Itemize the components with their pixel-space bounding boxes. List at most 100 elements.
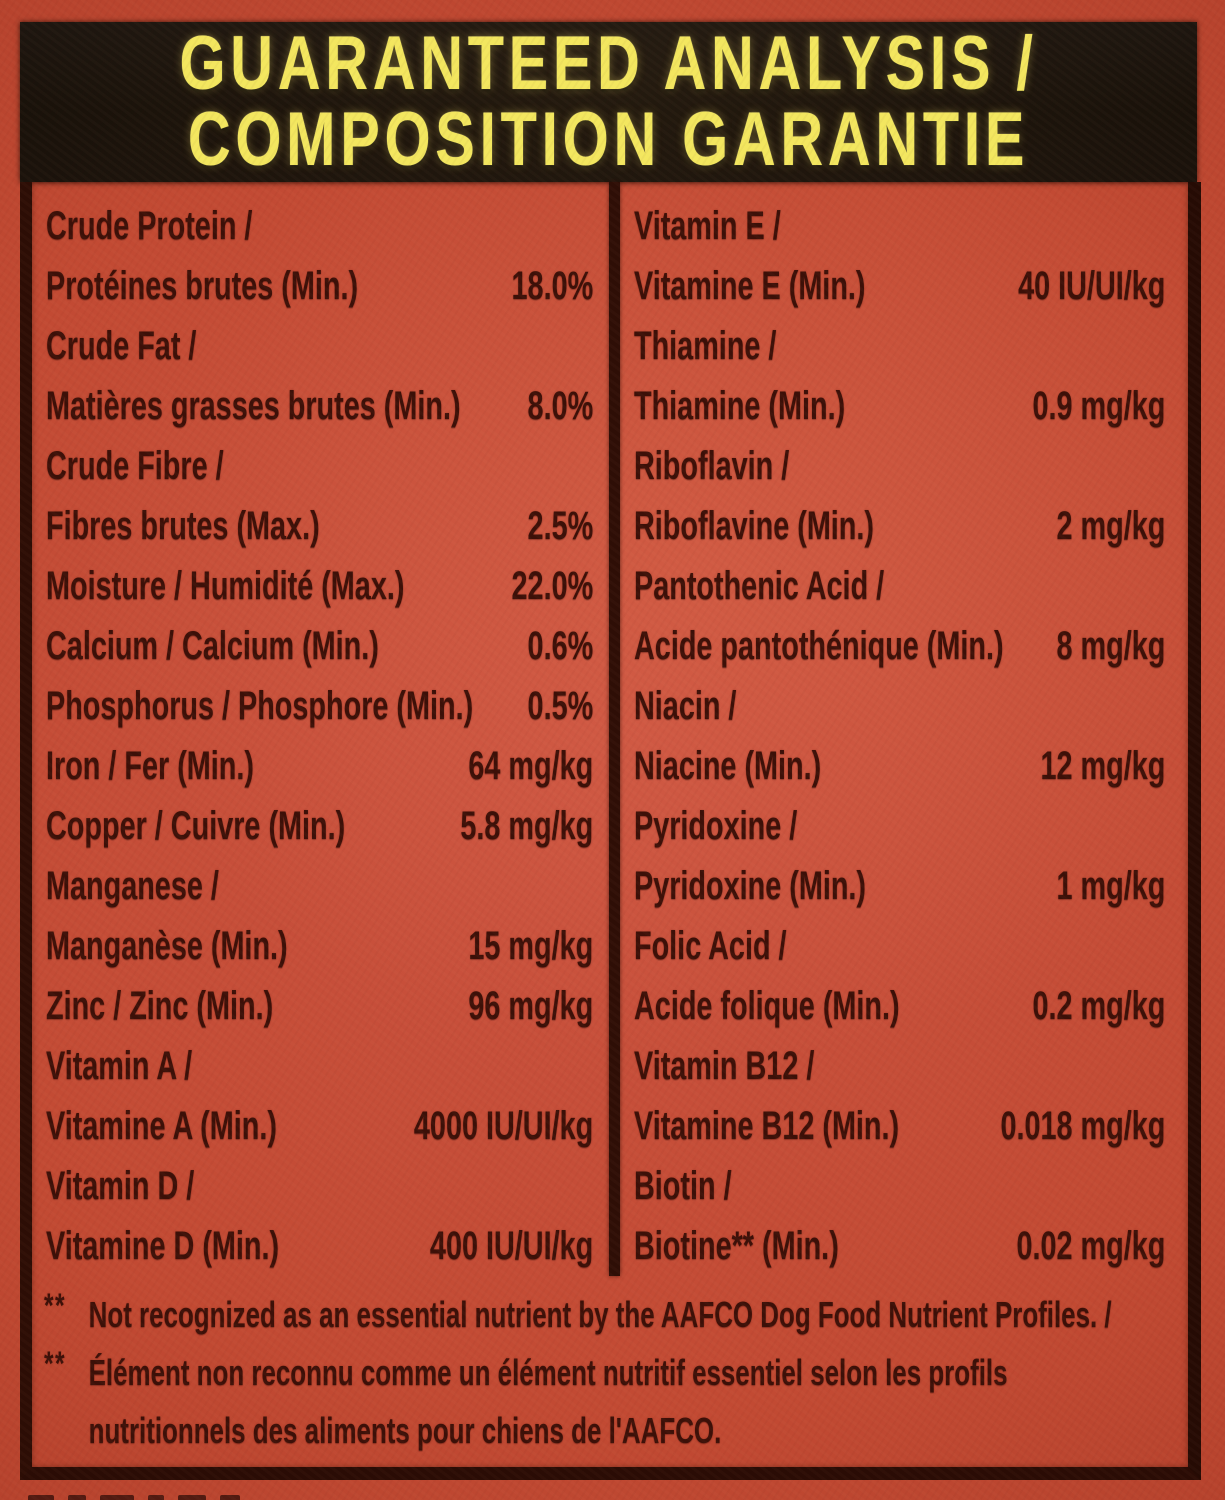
nutrient-value: 8 mg/kg xyxy=(1056,624,1166,668)
nutrient-entry: Iron / Fer (Min.) 64 mg/kg xyxy=(46,736,593,796)
nutrient-label: Copper / Cuivre (Min.) xyxy=(46,804,346,848)
nutrient-value: 2.5% xyxy=(527,504,594,548)
nutrient-label-line: Vitamin E / xyxy=(634,204,781,248)
nutrient-label-line: Pantothenic Acid / xyxy=(634,564,885,608)
nutrient-entry: Calcium / Calcium (Min.) 0.6% xyxy=(46,616,593,676)
nutrient-column-right: Vitamin E / Vitamine E (Min.) 40 IU/UI/kg T… xyxy=(634,196,1165,1276)
nutrient-label-value-line: Niacine (Min.) 12 mg/kg xyxy=(634,736,1165,796)
footnote: ** Élément non reconnu comme un élément n… xyxy=(44,1344,1167,1460)
guaranteed-analysis-header-band: GUARANTEED ANALYSIS / COMPOSITION GARANT… xyxy=(20,22,1197,182)
nutrient-label: Zinc / Zinc (Min.) xyxy=(46,984,274,1028)
nutrient-value: 96 mg/kg xyxy=(468,984,594,1028)
nutrient-value: 12 mg/kg xyxy=(1040,744,1166,788)
nutrient-label: Vitamine B12 (Min.) xyxy=(634,1104,900,1148)
nutrient-label: Riboflavine (Min.) xyxy=(634,504,874,548)
nutrient-label-value-line: Moisture / Humidité (Max.) 22.0% xyxy=(46,556,593,616)
nutrient-value: 8.0% xyxy=(527,384,594,428)
nutrient-label: Iron / Fer (Min.) xyxy=(46,744,254,788)
nutrient-label-value-line: Fibres brutes (Max.) 2.5% xyxy=(46,496,593,556)
nutrient-label: Moisture / Humidité (Max.) xyxy=(46,564,405,608)
nutrient-value: 5.8 mg/kg xyxy=(460,804,594,848)
nutrient-entry: Vitamin D / Vitamine D (Min.) 400 IU/UI/kg xyxy=(46,1156,593,1276)
nutrient-label-value-line: Zinc / Zinc (Min.) 96 mg/kg xyxy=(46,976,593,1036)
nutrient-label-line: Crude Fat / xyxy=(46,324,197,368)
nutrient-entry: Crude Fat / Matières grasses brutes (Min.… xyxy=(46,316,593,436)
nutrient-entry: Vitamin E / Vitamine E (Min.) 40 IU/UI/kg xyxy=(634,196,1165,316)
nutrient-entry: Zinc / Zinc (Min.) 96 mg/kg xyxy=(46,976,593,1036)
footnote-text: Élément non reconnu comme un élément nut… xyxy=(89,1344,1008,1460)
nutrient-value: 40 IU/UI/kg xyxy=(1018,264,1166,308)
footnote-asterisks: ** xyxy=(44,1345,66,1383)
nutrient-entry: Pantothenic Acid / Acide pantothénique (M… xyxy=(634,556,1165,676)
nutrient-label: Calcium / Calcium (Min.) xyxy=(46,624,379,668)
footnote-text: Not recognized as an essential nutrient … xyxy=(89,1286,1112,1344)
nutrient-value: 18.0% xyxy=(511,264,594,308)
nutrient-value: 0.018 mg/kg xyxy=(1000,1104,1166,1148)
nutrient-label-value-line: Biotine** (Min.) 0.02 mg/kg xyxy=(634,1216,1165,1276)
column-divider-rule xyxy=(609,182,620,1276)
nutrient-label-value-line: Acide folique (Min.) 0.2 mg/kg xyxy=(634,976,1165,1036)
nutrient-label-line: Crude Protein / xyxy=(46,204,253,248)
nutrient-entry: Crude Fibre / Fibres brutes (Max.) 2.5% xyxy=(46,436,593,556)
header-line-french: COMPOSITION GARANTIE xyxy=(187,97,1030,182)
footnote-text-line: Not recognized as an essential nutrient … xyxy=(88,1294,1112,1335)
nutrient-label: Matières grasses brutes (Min.) xyxy=(46,384,461,428)
nutrient-label-value-line: Thiamine (Min.) 0.9 mg/kg xyxy=(634,376,1165,436)
nutrient-label-value-line: Vitamine A (Min.) 4000 IU/UI/kg xyxy=(46,1096,593,1156)
nutrient-value: 1 mg/kg xyxy=(1056,864,1166,908)
nutrient-label-value-line: Vitamine E (Min.) 40 IU/UI/kg xyxy=(634,256,1165,316)
footnote-text-line: nutritionnels des aliments pour chiens d… xyxy=(88,1410,722,1451)
nutrient-label-value-line: Pyridoxine (Min.) 1 mg/kg xyxy=(634,856,1165,916)
cut-off-print-fragments xyxy=(28,1492,728,1500)
nutrient-label-line: Crude Fibre / xyxy=(46,444,224,488)
analysis-panel-frame xyxy=(20,182,1201,1480)
header-line-english: GUARANTEED ANALYSIS / xyxy=(179,21,1038,106)
nutrient-entry: Copper / Cuivre (Min.) 5.8 mg/kg xyxy=(46,796,593,856)
nutrient-label-value-line: Iron / Fer (Min.) 64 mg/kg xyxy=(46,736,593,796)
nutrient-label-line: Niacin / xyxy=(634,684,737,728)
nutrient-entry: Pyridoxine / Pyridoxine (Min.) 1 mg/kg xyxy=(634,796,1165,916)
nutrient-label: Manganèse (Min.) xyxy=(46,924,288,968)
nutrient-label-value-line: Riboflavine (Min.) 2 mg/kg xyxy=(634,496,1165,556)
nutrient-label-value-line: Vitamine D (Min.) 400 IU/UI/kg xyxy=(46,1216,593,1276)
nutrient-value: 0.9 mg/kg xyxy=(1032,384,1166,428)
nutrient-label-line: Manganese / xyxy=(46,864,219,908)
nutrient-label-value-line: Calcium / Calcium (Min.) 0.6% xyxy=(46,616,593,676)
nutrient-value: 400 IU/UI/kg xyxy=(429,1224,594,1268)
nutrient-label-value-line: Vitamine B12 (Min.) 0.018 mg/kg xyxy=(634,1096,1165,1156)
nutrient-value: 15 mg/kg xyxy=(468,924,594,968)
nutrient-value: 2 mg/kg xyxy=(1056,504,1166,548)
nutrient-value: 22.0% xyxy=(511,564,594,608)
nutrient-label: Vitamine A (Min.) xyxy=(46,1104,277,1148)
nutrient-entry: Vitamin B12 / Vitamine B12 (Min.) 0.018 mg… xyxy=(634,1036,1165,1156)
footnote-asterisks: ** xyxy=(44,1287,66,1325)
nutrient-value: 64 mg/kg xyxy=(468,744,594,788)
nutrient-label-line: Riboflavin / xyxy=(634,444,790,488)
nutrient-label-line: Vitamin A / xyxy=(46,1044,193,1088)
nutrient-entry: Biotin / Biotine** (Min.) 0.02 mg/kg xyxy=(634,1156,1165,1276)
nutrient-label-value-line: Manganèse (Min.) 15 mg/kg xyxy=(46,916,593,976)
nutrient-entry: Vitamin A / Vitamine A (Min.) 4000 IU/UI/k… xyxy=(46,1036,593,1156)
nutrient-label-line: Thiamine / xyxy=(634,324,777,368)
header-text: GUARANTEED ANALYSIS / COMPOSITION GARANT… xyxy=(149,26,1067,178)
nutrient-label: Biotine** (Min.) xyxy=(634,1224,839,1268)
nutrient-label-line: Pyridoxine / xyxy=(634,804,798,848)
nutrient-entry: Moisture / Humidité (Max.) 22.0% xyxy=(46,556,593,616)
nutrient-label: Protéines brutes (Min.) xyxy=(46,264,359,308)
nutrient-value: 0.02 mg/kg xyxy=(1016,1224,1166,1268)
nutrient-label: Niacine (Min.) xyxy=(634,744,822,788)
nutrient-column-left: Crude Protein / Protéines brutes (Min.) 18… xyxy=(46,196,593,1276)
footnote: ** Not recognized as an essential nutrien… xyxy=(44,1286,1167,1344)
nutrient-label-line: Biotin / xyxy=(634,1164,732,1208)
nutrient-label-value-line: Copper / Cuivre (Min.) 5.8 mg/kg xyxy=(46,796,593,856)
nutrient-entry: Niacin / Niacine (Min.) 12 mg/kg xyxy=(634,676,1165,796)
nutrient-value: 0.2 mg/kg xyxy=(1032,984,1166,1028)
nutrient-label: Fibres brutes (Max.) xyxy=(46,504,320,548)
nutrient-label: Vitamine D (Min.) xyxy=(46,1224,280,1268)
nutrient-entry: Folic Acid / Acide folique (Min.) 0.2 mg/k… xyxy=(634,916,1165,1036)
footnote-text-line: Élément non reconnu comme un élément nut… xyxy=(88,1352,1008,1393)
nutrient-label-value-line: Matières grasses brutes (Min.) 8.0% xyxy=(46,376,593,436)
nutrient-label: Vitamine E (Min.) xyxy=(634,264,866,308)
nutrient-label: Acide pantothénique (Min.) xyxy=(634,624,1004,668)
